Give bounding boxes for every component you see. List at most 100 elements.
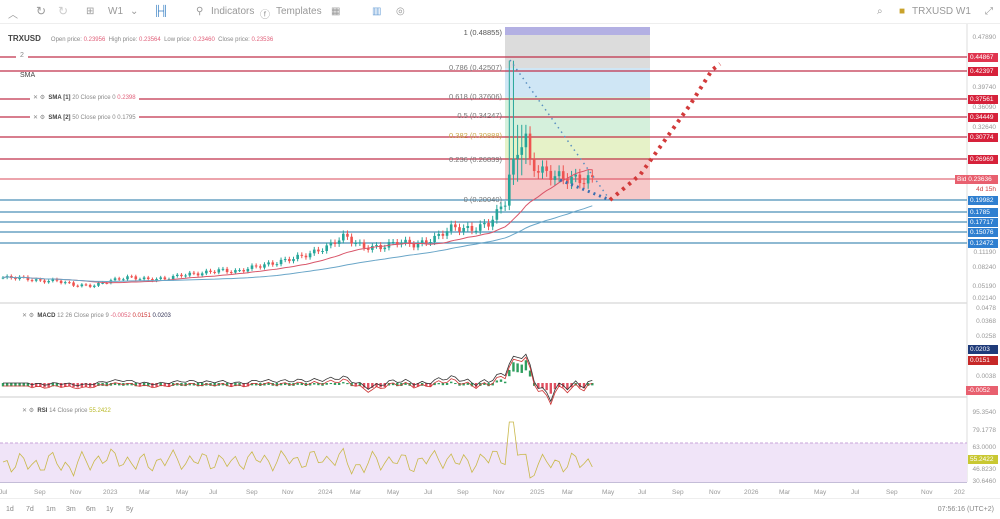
candle [570,176,573,184]
macd-histogram-bar [520,364,523,373]
candle [105,282,109,284]
sma-50-line[interactable] [2,205,593,282]
indicator-count[interactable]: 2 [16,52,28,59]
time-axis-label: May [602,489,615,496]
time-axis-label: Jul [0,489,8,496]
macd-histogram-bar [267,383,270,385]
symbol-select[interactable]: TRXUSD W1 [912,6,971,17]
candle [159,277,162,279]
macd-histogram-bar [503,381,507,384]
macd-histogram-bar [337,383,341,385]
candle [437,233,441,236]
candle [126,276,129,280]
candle [425,240,428,244]
sma-20-line[interactable] [2,169,593,284]
price-tag: 0.26969 [968,154,998,164]
redo-icon[interactable]: ↻ [58,4,69,18]
rsi-axis-label: 30.6460 [972,478,997,485]
templates-button[interactable]: Templates [276,6,322,17]
search-icon[interactable]: ⌕ [877,6,883,17]
candle [209,270,212,272]
candle [317,249,320,252]
macd-histogram-bar [163,383,167,387]
candle [221,268,225,270]
low-label: Low price: [164,37,192,43]
projection-up[interactable] [608,62,722,202]
bars-icon[interactable]: ▥ [372,6,382,17]
layout-icon[interactable]: ▦ [331,6,341,17]
time-axis-label: May [387,489,400,496]
macd-histogram-bar [64,383,67,387]
candle [263,264,266,268]
candle [84,284,88,286]
undo-icon[interactable]: ↻ [36,4,47,18]
indicators-button[interactable]: Indicators [211,6,255,17]
fib-level-label: 0 (0.20040) [463,195,502,204]
range-button-6m[interactable]: 6m [86,506,96,513]
macd-histogram-bar [176,383,179,386]
candle [383,247,387,250]
open-value: 0.23956 [83,37,106,43]
candle [1,277,5,279]
macd-axis-label: 0.0038 [976,373,996,380]
projection-down[interactable] [509,59,611,201]
chart-canvas[interactable] [0,24,1000,498]
macd-histogram-bar [192,383,196,386]
macd-histogram-bar [454,383,457,385]
candle [591,175,594,177]
sma-group[interactable]: SMA [16,72,40,79]
macd-histogram-bar [342,382,345,384]
fib-level-label: 0.786 (0.42507) [449,63,502,72]
price-axis-label: 0.36090 [972,104,997,111]
macd-histogram-bar [537,383,540,389]
range-button-1m[interactable]: 1m [46,506,56,513]
candle [97,282,100,286]
candle [259,266,262,268]
candle [574,174,577,177]
range-button-1d[interactable]: 1d [6,506,14,513]
candle [122,279,125,281]
candles-icon[interactable]: ╟╢ [154,6,169,17]
candle [454,224,457,228]
camera-icon[interactable]: ◎ [396,6,405,17]
time-axis-label: Nov [709,489,721,496]
add-icon[interactable]: ⊞ [86,6,95,17]
macd-histogram-bar [259,383,262,387]
macd-histogram-bar [263,383,266,386]
range-button-5y[interactable]: 5y [126,506,134,513]
macd-histogram-bar [167,383,171,387]
candle [549,170,553,180]
candle [188,272,192,276]
fullscreen-icon[interactable]: ⤢ [985,6,993,17]
symbol-name: TRXUSD [8,34,41,43]
price-tag: 0.17717 [968,217,998,227]
candle [34,279,38,281]
time-axis-label: Nov [921,489,933,496]
macd-histogram-bar [275,383,279,387]
rsi-value: 55.2422 [89,408,111,414]
time-axis-label: Mar [350,489,362,496]
range-button-1y[interactable]: 1y [106,506,114,513]
candle [217,269,221,273]
range-button-7d[interactable]: 7d [26,506,34,513]
candle [503,205,507,207]
macd-histogram-bar [147,383,150,387]
candle [234,270,237,273]
macd-tag: 0.0203 [968,345,998,354]
time-axis-label: May [176,489,189,496]
chevron-down-icon[interactable]: ⌄ [130,6,139,17]
macd-histogram-bar [375,383,378,387]
sma1-value: 0.2398 [117,95,136,101]
price-axis-label: 0.39740 [972,84,997,91]
candle [350,236,353,244]
interval-select[interactable]: W1 [108,6,123,17]
candle [346,233,349,237]
price-axis-label: 0.08240 [972,264,997,271]
candle [26,276,30,281]
candle [184,275,187,277]
collapse-icon[interactable]: ︿ [8,10,18,21]
range-button-3m[interactable]: 3m [66,506,76,513]
macd-histogram-bar [400,383,403,387]
candle [63,282,67,284]
candle [404,239,407,243]
